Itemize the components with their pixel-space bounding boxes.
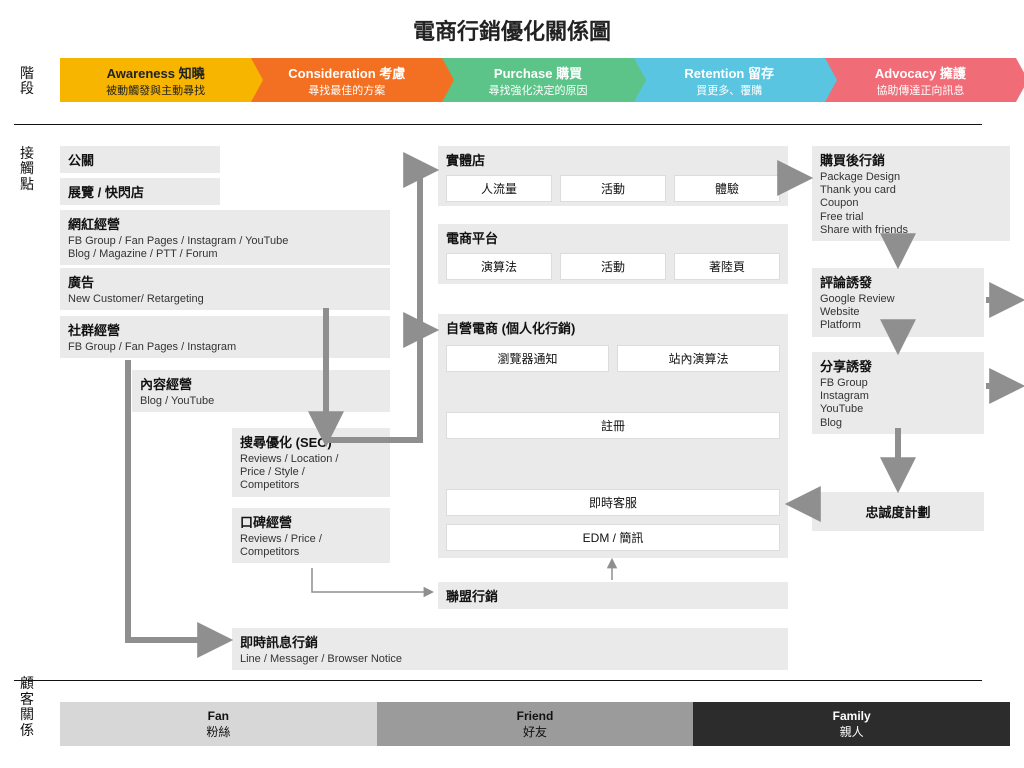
self-cs: 即時客服 [446,489,780,516]
box-ads: 廣告New Customer/ Retargeting [60,268,390,310]
side-label-rel: 顧客關係 [20,676,34,738]
side-label-stage: 階段 [20,66,34,97]
relation-row: Fan粉絲Friend好友Family親人 [60,702,1010,746]
stage-row: Awareness 知曉被動觸發與主動尋找Consideration 考慮尋找最… [60,58,1016,102]
box-loyalty: 忠誠度計劃 [812,492,984,531]
box-expo: 展覽 / 快閃店 [60,178,220,205]
store-item: 活動 [560,175,666,202]
platform-item: 活動 [560,253,666,280]
box-store: 實體店 人流量 活動 體驗 [438,146,788,206]
box-content: 內容經營Blog / YouTube [132,370,390,412]
box-social: 社群經營FB Group / Fan Pages / Instagram [60,316,390,358]
stage-0: Awareness 知曉被動觸發與主動尋找 [60,58,251,102]
store-item: 人流量 [446,175,552,202]
box-pr: 公關 [60,146,220,173]
relation-1: Friend好友 [377,702,694,746]
store-item: 體驗 [674,175,780,202]
box-aff: 聯盟行銷 [438,582,788,609]
stage-1: Consideration 考慮尋找最佳的方案 [251,58,442,102]
self-register: 註冊 [446,412,780,439]
box-self: 自營電商 (個人化行銷) 瀏覽器通知 站內演算法 註冊 即時客服 EDM / 簡… [438,314,788,558]
self-edm: EDM / 簡訊 [446,524,780,551]
box-postbuy: 購買後行銷Package DesignThank you cardCouponF… [812,146,1010,241]
relation-0: Fan粉絲 [60,702,377,746]
side-label-touch: 接觸點 [20,146,34,192]
platform-item: 演算法 [446,253,552,280]
platform-item: 著陸頁 [674,253,780,280]
self-item: 站內演算法 [617,345,780,372]
relation-2: Family親人 [693,702,1010,746]
box-wom: 口碑經營Reviews / Price /Competitors [232,508,390,563]
self-item: 瀏覽器通知 [446,345,609,372]
stage-2: Purchase 購買尋找強化決定的原因 [442,58,633,102]
box-share: 分享誘發FB GroupInstagramYouTubeBlog [812,352,984,434]
box-im: 即時訊息行銷Line / Messager / Browser Notice [232,628,788,670]
box-review: 評論誘發Google ReviewWebsitePlatform [812,268,984,337]
page-title: 電商行銷優化關係圖 [0,0,1024,56]
box-kol: 網紅經營FB Group / Fan Pages / Instagram / Y… [60,210,390,265]
box-seo: 搜尋優化 (SEO)Reviews / Location /Price / St… [232,428,390,497]
stage-3: Retention 留存買更多、覆購 [634,58,825,102]
box-platform: 電商平台 演算法 活動 著陸頁 [438,224,788,284]
stage-4: Advocacy 擁護協助傳達正向訊息 [825,58,1016,102]
